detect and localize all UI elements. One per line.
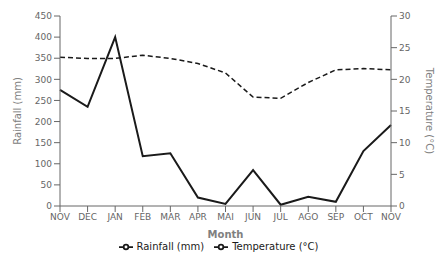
svg-text:Rainfall (mm): Rainfall (mm)	[12, 77, 23, 145]
svg-text:DEC: DEC	[78, 212, 97, 222]
svg-text:SEP: SEP	[327, 212, 344, 222]
svg-text:200: 200	[35, 117, 52, 127]
svg-text:100: 100	[35, 159, 52, 169]
svg-text:250: 250	[35, 96, 52, 106]
svg-text:JUL: JUL	[273, 212, 288, 222]
svg-text:25: 25	[399, 43, 410, 53]
svg-text:AGO: AGO	[298, 212, 318, 222]
svg-text:MAR: MAR	[160, 212, 180, 222]
svg-text:15: 15	[399, 106, 410, 116]
svg-text:Temperature (°C): Temperature (°C)	[424, 67, 435, 154]
svg-text:20: 20	[399, 75, 411, 85]
svg-text:30: 30	[399, 11, 411, 21]
svg-text:0: 0	[399, 201, 405, 211]
svg-text:Month: Month	[208, 229, 244, 240]
svg-text:150: 150	[35, 138, 52, 148]
svg-text:OCT: OCT	[354, 212, 373, 222]
svg-text:10: 10	[399, 138, 411, 148]
svg-text:350: 350	[35, 53, 52, 63]
html-text:Rainfall (mm): Rainfall (mm)	[136, 241, 205, 252]
svg-text:450: 450	[35, 11, 52, 21]
html-text:Temperature (°C): Temperature (°C)	[232, 241, 319, 252]
svg-text:JAN: JAN	[106, 212, 122, 222]
svg-text:400: 400	[35, 32, 52, 42]
svg-text:50: 50	[41, 180, 53, 190]
svg-text:JUN: JUN	[244, 212, 261, 222]
svg-text:NOV: NOV	[50, 212, 71, 222]
svg-text:0: 0	[46, 201, 52, 211]
svg-text:FEB: FEB	[134, 212, 151, 222]
svg-text:NOV: NOV	[381, 212, 402, 222]
svg-text:APR: APR	[189, 212, 207, 222]
svg-text:300: 300	[35, 75, 52, 85]
svg-text:5: 5	[399, 170, 405, 180]
svg-text:MAI: MAI	[217, 212, 234, 222]
